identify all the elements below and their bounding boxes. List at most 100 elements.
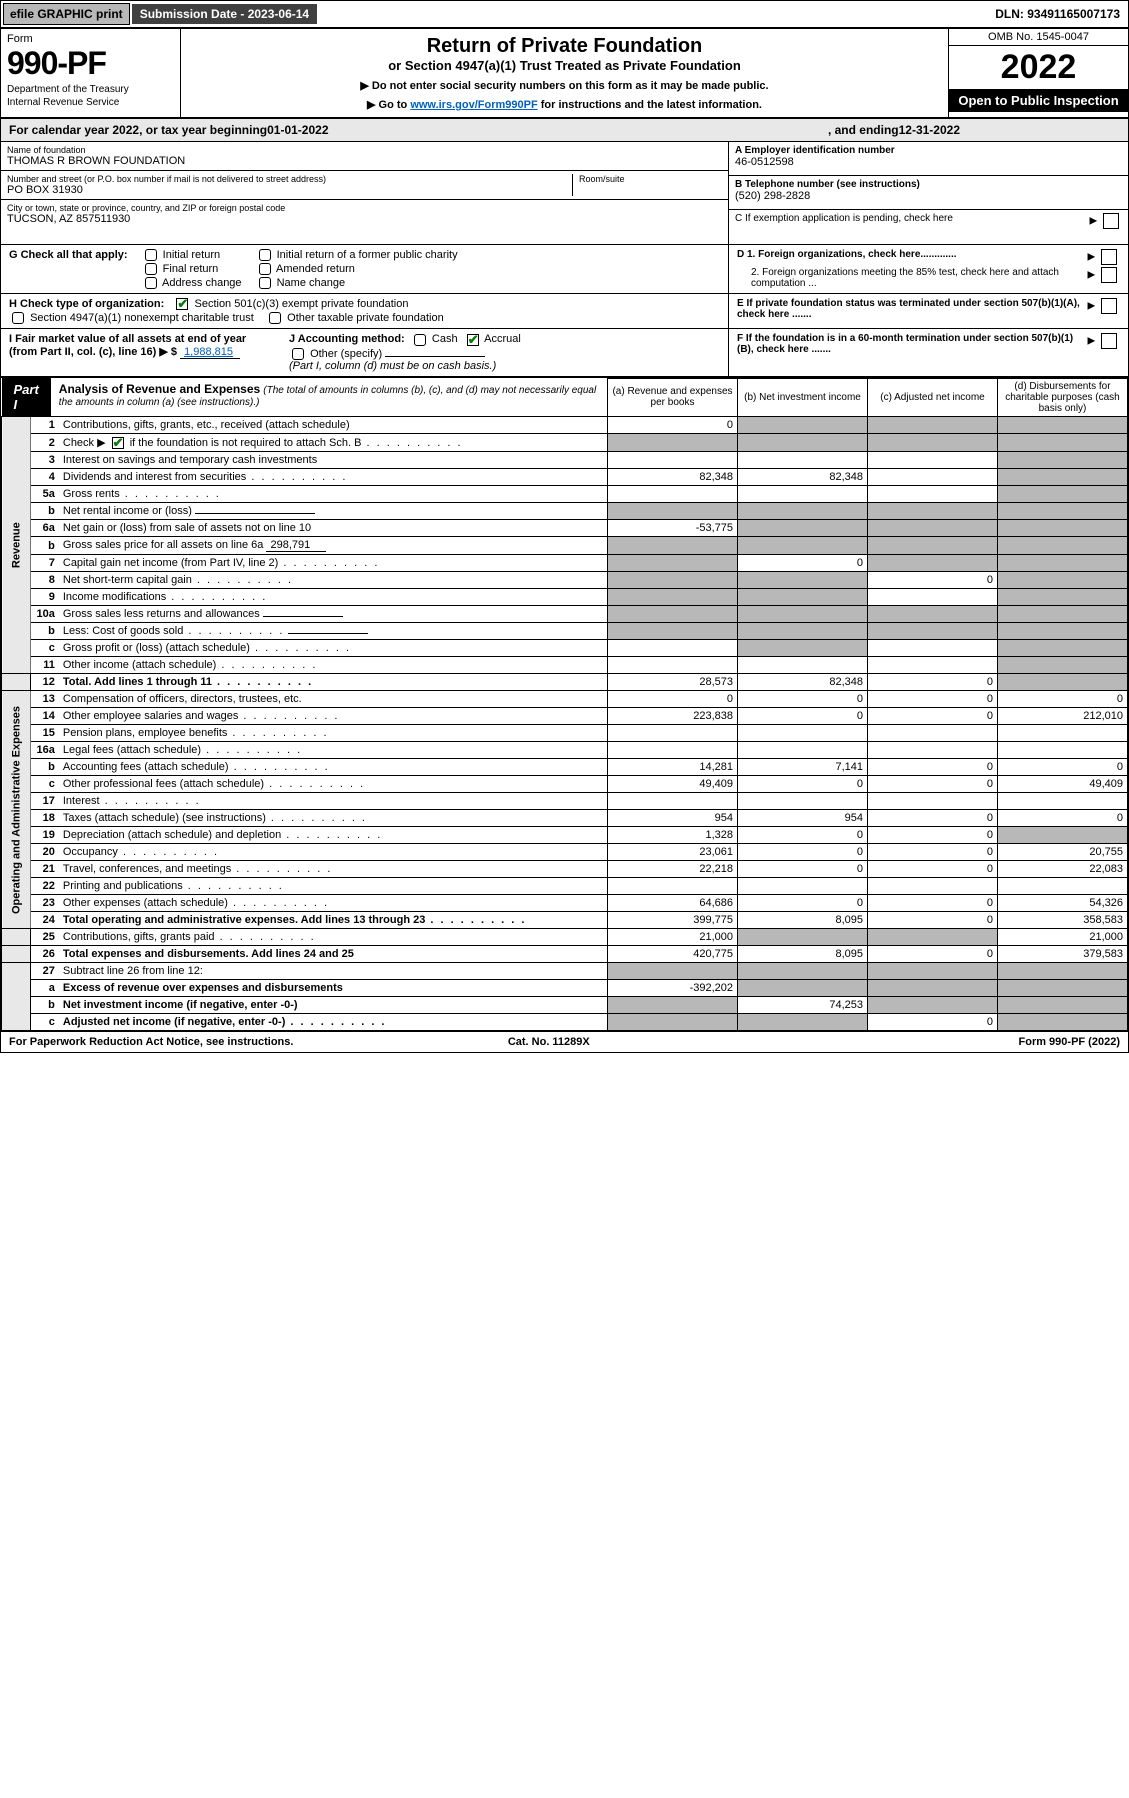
form-number: 990-PF (7, 45, 174, 82)
tax-year: 2022 (949, 46, 1128, 89)
row-num: 8 (31, 572, 59, 589)
row-desc: Contributions, gifts, grants, etc., rece… (59, 417, 608, 434)
g-initial-checkbox[interactable] (145, 249, 157, 261)
row-num: 5a (31, 486, 59, 503)
row-num: 25 (31, 929, 59, 946)
row-num: 24 (31, 912, 59, 929)
h-4947-checkbox[interactable] (12, 312, 24, 324)
cell-d: 21,000 (998, 929, 1128, 946)
row-desc: Interest on savings and temporary cash i… (59, 452, 608, 469)
row-num: 18 (31, 810, 59, 827)
row-num: 13 (31, 691, 59, 708)
g-opt-0: Initial return (163, 249, 220, 261)
h-opt-2: Section 4947(a)(1) nonexempt charitable … (30, 312, 254, 324)
cell-a: 49,409 (608, 776, 738, 793)
row-num: 15 (31, 725, 59, 742)
row-num: a (31, 980, 59, 997)
ein-value: 46-0512598 (735, 156, 1122, 168)
cell-c: 0 (868, 572, 998, 589)
cell-a: 0 (608, 417, 738, 434)
d2-checkbox[interactable] (1101, 267, 1117, 283)
d1-checkbox[interactable] (1101, 249, 1117, 265)
ssn-note: ▶ Do not enter social security numbers o… (191, 79, 938, 92)
g-final-checkbox[interactable] (145, 263, 157, 275)
page-footer: For Paperwork Reduction Act Notice, see … (1, 1031, 1128, 1052)
c-checkbox[interactable] (1103, 213, 1119, 229)
g-address-checkbox[interactable] (145, 277, 157, 289)
row-num: 22 (31, 878, 59, 895)
row-num: 16a (31, 742, 59, 759)
cell-b: 8,095 (738, 912, 868, 929)
top-bar: efile GRAPHIC print Submission Date - 20… (1, 1, 1128, 29)
e-label: E If private foundation status was termi… (737, 298, 1088, 320)
row-num: c (31, 640, 59, 657)
e-checkbox[interactable] (1101, 298, 1117, 314)
r2-post: if the foundation is not required to att… (127, 437, 362, 449)
row-desc: Net short-term capital gain (59, 572, 608, 589)
cell-c: 0 (868, 861, 998, 878)
i-value[interactable]: 1,988,815 (180, 346, 240, 359)
row-desc: Other professional fees (attach schedule… (59, 776, 608, 793)
phone-value: (520) 298-2828 (735, 190, 1122, 202)
cell-c: 0 (868, 844, 998, 861)
row-num: b (31, 759, 59, 776)
cell-d: 49,409 (998, 776, 1128, 793)
g-name-checkbox[interactable] (259, 277, 271, 289)
j-accrual-checkbox[interactable] (467, 334, 479, 346)
cell-b: 74,253 (738, 997, 868, 1014)
row-desc: Gross sales less returns and allowances (59, 606, 608, 623)
addr-value: PO BOX 31930 (7, 184, 572, 196)
g-amended-checkbox[interactable] (259, 263, 271, 275)
cell-a: 21,000 (608, 929, 738, 946)
h-501c3-checkbox[interactable] (176, 298, 188, 310)
row-desc: Net gain or (loss) from sale of assets n… (59, 520, 608, 537)
schb-checkbox[interactable] (112, 437, 124, 449)
revenue-section-label: Revenue (2, 417, 31, 674)
cell-a: 954 (608, 810, 738, 827)
dln: DLN: 93491165007173 (987, 4, 1128, 24)
cell-c: 0 (868, 691, 998, 708)
cal-end: 12-31-2022 (899, 123, 960, 137)
j-cash-checkbox[interactable] (414, 334, 426, 346)
cell-b: 0 (738, 844, 868, 861)
addr-label: Number and street (or P.O. box number if… (7, 174, 572, 184)
footer-right: Form 990-PF (2022) (1019, 1036, 1120, 1048)
form-subtitle: or Section 4947(a)(1) Trust Treated as P… (191, 58, 938, 73)
row-desc: Other expenses (attach schedule) (59, 895, 608, 912)
h-other-checkbox[interactable] (269, 312, 281, 324)
cell-b: 0 (738, 895, 868, 912)
efile-print-button[interactable]: efile GRAPHIC print (3, 3, 130, 25)
j-accrual: Accrual (484, 333, 521, 345)
cell-d: 20,755 (998, 844, 1128, 861)
row-num: b (31, 537, 59, 555)
cell-b: 0 (738, 708, 868, 725)
g-opt-5: Name change (277, 277, 346, 289)
row-desc: Total expenses and disbursements. Add li… (59, 946, 608, 963)
row-num: 4 (31, 469, 59, 486)
name-label: Name of foundation (7, 145, 722, 155)
cell-d: 0 (998, 759, 1128, 776)
h-label: H Check type of organization: (9, 298, 164, 310)
cell-a: 64,686 (608, 895, 738, 912)
cell-c: 0 (868, 674, 998, 691)
part1-title: Analysis of Revenue and Expenses (59, 382, 260, 396)
row-num: 14 (31, 708, 59, 725)
row-desc: Total operating and administrative expen… (59, 912, 608, 929)
cell-b: 0 (738, 861, 868, 878)
row-desc: Accounting fees (attach schedule) (59, 759, 608, 776)
irs-link[interactable]: www.irs.gov/Form990PF (410, 99, 537, 111)
g-initial-former-checkbox[interactable] (259, 249, 271, 261)
f-checkbox[interactable] (1101, 333, 1117, 349)
row-desc: Printing and publications (59, 878, 608, 895)
cell-d: 22,083 (998, 861, 1128, 878)
row-desc: Interest (59, 793, 608, 810)
j-other-checkbox[interactable] (292, 348, 304, 360)
d1-label: D 1. Foreign organizations, check here..… (737, 249, 1088, 265)
row-desc: Other income (attach schedule) (59, 657, 608, 674)
cell-b: 7,141 (738, 759, 868, 776)
cell-a: 28,573 (608, 674, 738, 691)
cell-b: 0 (738, 555, 868, 572)
row-num: b (31, 997, 59, 1014)
phone-label: B Telephone number (see instructions) (735, 179, 1122, 190)
footer-mid: Cat. No. 11289X (508, 1036, 590, 1048)
